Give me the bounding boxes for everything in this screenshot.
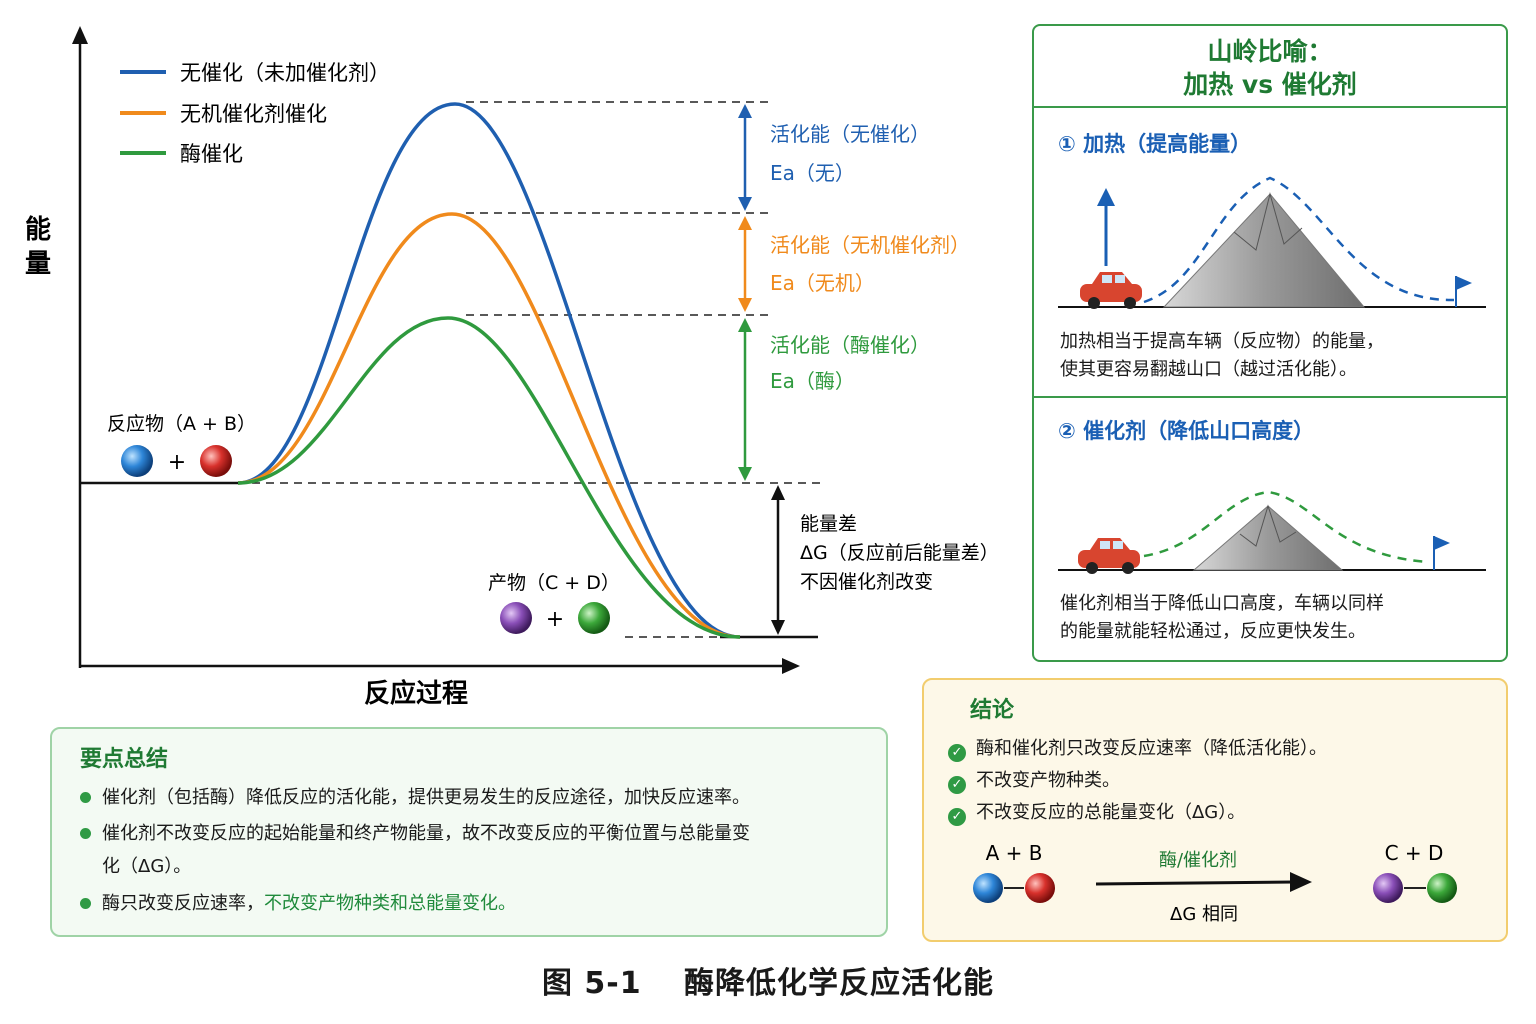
product-ball-d (578, 602, 610, 634)
scheme-left-label: A + B (986, 841, 1043, 865)
check-icon: ✓ (948, 776, 966, 794)
check-icon: ✓ (948, 744, 966, 762)
heat-text-1: 加热相当于提高车辆（反应物）的能量， (1060, 331, 1384, 352)
delta-label-1: 能量差 (800, 513, 857, 535)
summary-bullet-1: 催化剂（包括酶）降低反应的活化能，提供更易发生的反应途径，加快反应速率。 (80, 781, 870, 814)
legend-enzyme: 酶催化 (180, 142, 243, 166)
reaction-arrow (1095, 880, 1295, 886)
delta-label-2: ΔG（反应前后能量差） (800, 542, 999, 564)
product-ball-c (500, 602, 532, 634)
reaction-scheme: A + B 酶/催化剂 ΔG 相同 C + D (973, 841, 1457, 925)
legend-uncatalyzed: 无催化（未加催化剂） (180, 61, 390, 85)
analogy-divider (1034, 396, 1506, 398)
ea-arrow-uncat (738, 104, 752, 211)
curve-inorganic (237, 212, 741, 639)
x-axis-label: 反应过程 (364, 678, 468, 709)
conclusion-title: 结论 (970, 698, 1015, 723)
y-axis-label-1: 能 (25, 214, 51, 245)
ea-inorg-symbol: Ea（无机） (770, 271, 875, 295)
curve-enzyme (237, 316, 741, 639)
summary-title: 要点总结 (80, 747, 169, 772)
catalyst-text-2: 的能量就能轻松通过，反应更快发生。 (1060, 621, 1366, 642)
product-plus: + (546, 607, 564, 632)
x-axis (80, 658, 800, 674)
heat-illustration (1058, 176, 1486, 309)
y-axis (72, 26, 88, 668)
up-arrow-icon (1097, 188, 1115, 266)
legend-inorganic: 无机催化剂催化 (180, 102, 327, 126)
summary-highlight: 不改变产物种类和总能量变化。 (264, 893, 516, 914)
ea-uncat-symbol: Ea（无） (770, 161, 855, 185)
curve-uncatalyzed (237, 102, 741, 639)
analogy-panel: 山岭比喻： 加热 vs 催化剂 ① 加热（提高能量） 加热相当于提高车辆（反应物… (1032, 24, 1508, 662)
catalyst-illustration (1058, 490, 1486, 574)
mountain (1162, 193, 1366, 308)
reactant-ball-a (121, 445, 153, 477)
summary-bullet-3: 酶只改变反应速率，不改变产物种类和总能量变化。 (80, 887, 870, 920)
heat-text-2: 使其更容易翻越山口（越过活化能）。 (1060, 359, 1357, 380)
product-label: 产物（C + D） (488, 572, 620, 594)
conclusion-item-2: ✓ 不改变产物种类。 (948, 766, 1120, 794)
analogy-title-1: 山岭比喻： (1207, 37, 1333, 66)
legend: 无催化（未加催化剂） 无机催化剂催化 酶催化 (120, 61, 390, 166)
flag-icon (1455, 276, 1472, 307)
conclusion-item-3: ✓ 不改变反应的总能量变化（ΔG）。 (948, 798, 1245, 826)
scheme-right-label: C + D (1385, 841, 1444, 865)
ea-enzyme-title: 活化能（酶催化） (770, 333, 930, 357)
conclusion-box: 结论 ✓ 酶和催化剂只改变反应速率（降低活化能）。 ✓ 不改变产物种类。 ✓ 不改变反… (922, 678, 1508, 942)
ea-inorg-title: 活化能（无机催化剂） (770, 233, 970, 257)
bullet-dot (80, 828, 91, 839)
flag-icon (1433, 536, 1450, 570)
figure-caption: 图 5-1 酶降低化学反应活化能 (541, 966, 995, 1001)
car-icon (1080, 272, 1142, 309)
delta-label-3: 不因催化剂改变 (800, 571, 933, 593)
ea-enzyme-symbol: Ea（酶） (770, 369, 855, 393)
reactant-plus: + (168, 450, 186, 475)
catalyst-section-title: ② 催化剂（降低山口高度） (1058, 419, 1315, 443)
y-axis-label-2: 量 (25, 249, 51, 279)
ea-arrow-enzyme (738, 318, 752, 481)
heat-section-title: ① 加热（提高能量） (1058, 132, 1252, 156)
summary-bullet-2: 催化剂不改变反应的起始能量和终产物能量，故不改变反应的平衡位置与总能量变 化（Δ… (80, 817, 870, 883)
scheme-arrow-label: 酶/催化剂 (1159, 850, 1237, 871)
heat-path (1143, 176, 1455, 304)
catalyst-text-1: 催化剂相当于降低山口高度，车辆以同样 (1060, 593, 1384, 614)
analogy-header: 山岭比喻： 加热 vs 催化剂 (1034, 26, 1506, 108)
ea-arrow-inorg (738, 216, 752, 312)
check-icon: ✓ (948, 808, 966, 826)
reactant-label: 反应物（A + B） (107, 413, 256, 435)
reactant-ball-b (200, 445, 232, 477)
bullet-dot (80, 792, 91, 803)
scheme-under-label: ΔG 相同 (1170, 904, 1238, 925)
ea-uncat-title: 活化能（无催化） (770, 122, 930, 146)
bullet-dot (80, 898, 91, 909)
conclusion-item-1: ✓ 酶和催化剂只改变反应速率（降低活化能）。 (948, 734, 1327, 762)
delta-g-arrow (771, 485, 785, 635)
catalyst-path (1143, 490, 1430, 564)
analogy-title-2: 加热 vs 催化剂 (1183, 70, 1357, 99)
summary-box: 要点总结 催化剂（包括酶）降低反应的活化能，提供更易发生的反应途径，加快反应速率… (50, 727, 888, 937)
car-icon (1078, 538, 1140, 574)
